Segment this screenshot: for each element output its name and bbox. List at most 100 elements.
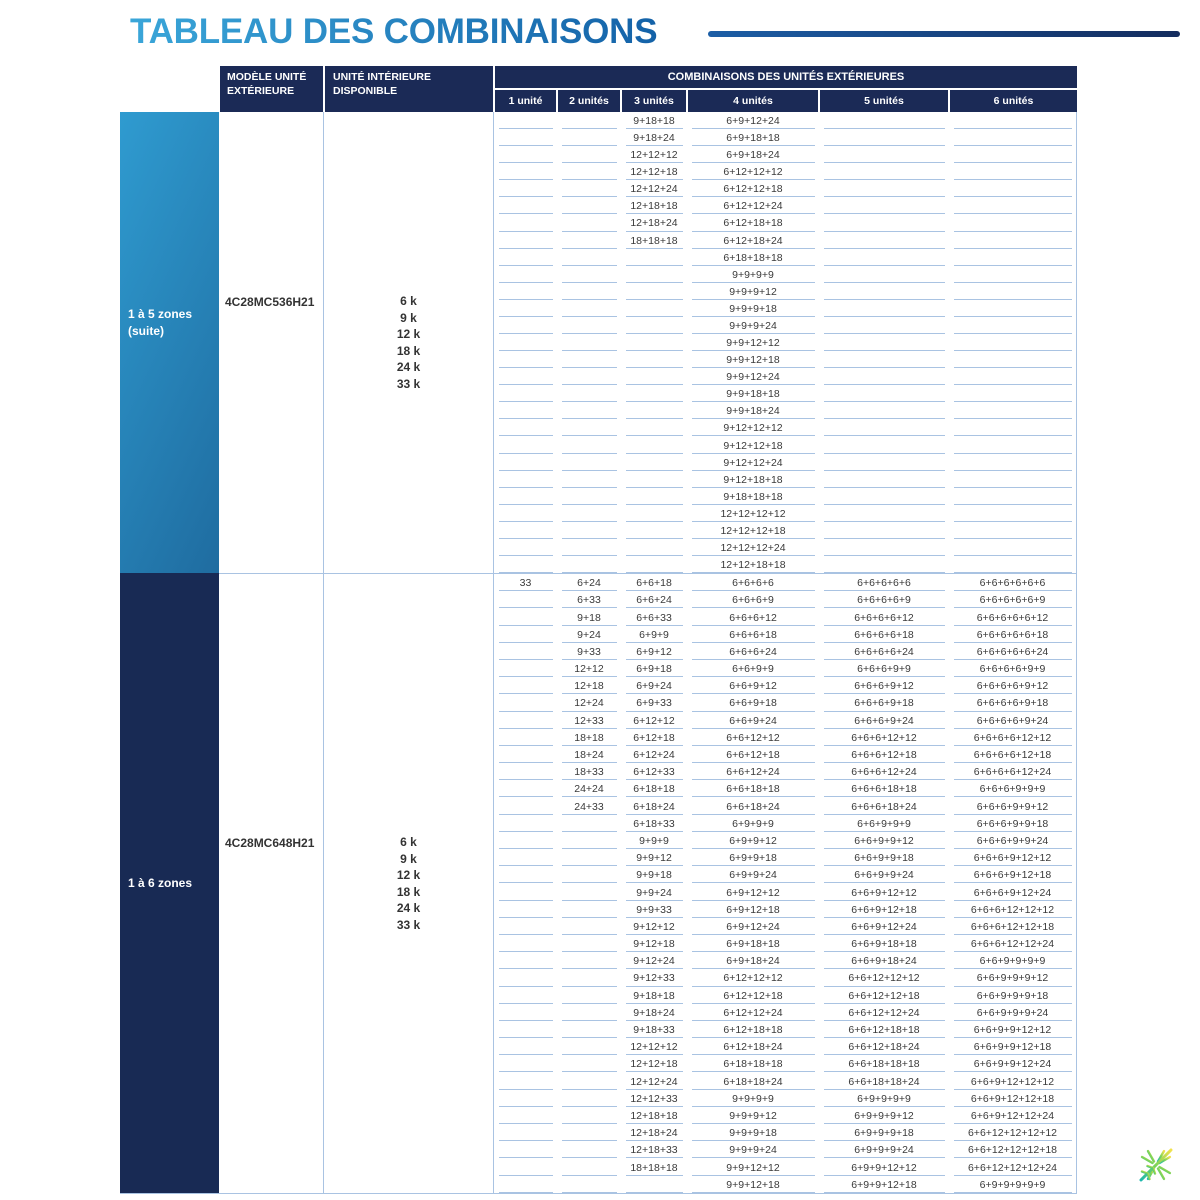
- combo-row: 9+9+18+24: [494, 402, 1076, 420]
- combo-cell: [494, 987, 557, 1004]
- combo-cell: 6+6+9+12+12+24: [949, 1107, 1076, 1124]
- combo-cell: [949, 266, 1076, 283]
- combo-cell: [949, 522, 1076, 539]
- combo-cell: [557, 112, 621, 130]
- table-section: 1 à 5 zones (suite) 4C28MC536H21 6 k 9 k 12 …: [120, 112, 1077, 574]
- combo-cell: 6+6+9+9+12+18: [949, 1038, 1076, 1056]
- combo-cell: 6+9+9: [621, 626, 687, 643]
- combo-cell: [819, 300, 949, 317]
- combo-cell: [557, 214, 621, 232]
- table-section: 1 à 6 zones 4C28MC648H21 6 k 9 k 12 k 18 k 24 …: [120, 573, 1077, 1193]
- combo-row: 9+24 6+9+9 6+6+6+18 6+6+6+6+18 6+6+6+6+6+18: [494, 626, 1076, 643]
- combo-cell: [557, 1072, 621, 1090]
- combo-cell: 9+9+9+12: [687, 283, 819, 300]
- combo-cell: [949, 232, 1076, 249]
- combo-cell: 9+9+12+12: [687, 1158, 819, 1176]
- combo-cell: [494, 249, 557, 266]
- combo-cell: 12+12+18: [621, 163, 687, 181]
- combo-cell: 6+6+6+24: [687, 643, 819, 660]
- combo-cell: 6+9+18+18: [687, 935, 819, 953]
- combo-cell: [819, 249, 949, 266]
- combo-cell: 6+9+18+18: [687, 129, 819, 147]
- combo-cell: [621, 522, 687, 539]
- combo-cell: [949, 163, 1076, 181]
- combo-cell: [557, 505, 621, 522]
- combo-cell: 6+9+12+24: [687, 112, 819, 130]
- combo-cell: 6+12+12: [621, 712, 687, 729]
- indoor-unit: 24 k: [396, 901, 421, 915]
- combo-cell: 6+6+9+9+9+24: [949, 1004, 1076, 1021]
- combo-cell: [494, 351, 557, 369]
- combo-cell: [494, 385, 557, 403]
- combo-cell: 6+6+6+18+24: [819, 797, 949, 815]
- combo-cell: [557, 849, 621, 867]
- combo-cell: 6+6+9+18: [687, 694, 819, 712]
- combo-cell: 6+12+12+18: [687, 987, 819, 1004]
- combo-cell: [949, 317, 1076, 335]
- combo-cell: 6+24: [557, 574, 621, 592]
- combo-cell: 9+24: [557, 626, 621, 643]
- zone-label: 1 à 5 zones (suite): [120, 112, 219, 573]
- combo-cell: [819, 214, 949, 232]
- zone-label: 1 à 6 zones: [120, 573, 219, 1193]
- combo-cell: [621, 317, 687, 335]
- combo-cell: 9+9+18+24: [687, 402, 819, 420]
- combo-cell: [494, 232, 557, 249]
- combo-cell: 6+9+33: [621, 694, 687, 712]
- combo-cell: [819, 334, 949, 352]
- combo-cell: [494, 969, 557, 987]
- indoor-unit: 12 k: [396, 327, 421, 341]
- combo-cell: [819, 368, 949, 386]
- combo-cell: [494, 780, 557, 798]
- header-indoor: UNITÉ INTÉRIEURE DISPONIBLE: [325, 66, 495, 112]
- combo-row: 9+9+33 6+9+12+18 6+6+9+12+18 6+6+6+12+12+12: [494, 901, 1076, 918]
- combo-cell: [819, 180, 949, 198]
- combo-cell: 6+9+12: [621, 643, 687, 660]
- indoor-unit: 33 k: [396, 917, 421, 932]
- combo-cell: 12+18+18: [621, 197, 687, 215]
- combo-cell: 12+12+18: [621, 1055, 687, 1073]
- combo-cell: 6+6+12+18+24: [819, 1038, 949, 1056]
- combo-cell: 6+6+6+6+12+24: [949, 763, 1076, 781]
- combo-row: 6+18+33 6+9+9+9 6+6+9+9+9 6+6+6+9+9+18: [494, 815, 1076, 832]
- combo-cell: 6+6+6+9+12: [819, 677, 949, 695]
- combo-cell: 6+6+6+6+6+18: [949, 626, 1076, 643]
- snowflake-logo: [1138, 1147, 1174, 1183]
- table-body: 1 à 5 zones (suite) 4C28MC536H21 6 k 9 k 12 …: [120, 112, 1077, 1194]
- combo-row: 12+12+18+18: [494, 556, 1076, 574]
- combo-cell: 9+18+18+18: [687, 488, 819, 505]
- table-header: MODÈLE UNITÉ EXTÉRIEURE UNITÉ INTÉRIEURE…: [220, 66, 1077, 112]
- combo-row: 9+9+12+12: [494, 334, 1076, 352]
- combo-cell: [557, 232, 621, 249]
- combinations-table: MODÈLE UNITÉ EXTÉRIEURE UNITÉ INTÉRIEURE…: [120, 66, 1077, 1194]
- combo-cell: [557, 969, 621, 987]
- combo-cell: 6+6+6+12+24: [819, 763, 949, 781]
- combo-cell: [621, 249, 687, 266]
- combo-cell: 6+9+12+24: [687, 918, 819, 935]
- combo-cell: [621, 266, 687, 283]
- combo-cell: [819, 112, 949, 130]
- combo-cell: [949, 539, 1076, 557]
- combo-cell: 9+9+12+18: [687, 351, 819, 369]
- combo-row: 18+18 6+12+18 6+6+12+12 6+6+6+12+12 6+6+6+6+…: [494, 729, 1076, 746]
- combo-cell: 6+6+6+6+6+6: [949, 574, 1076, 592]
- indoor-unit: 24 k: [396, 360, 421, 374]
- combo-cell: [949, 146, 1076, 164]
- combo-cell: 6+6+18+24: [687, 797, 819, 815]
- combo-cell: 6+12+18+24: [687, 1038, 819, 1056]
- combo-cell: 12+12+12+18: [687, 522, 819, 539]
- combo-cell: [494, 660, 557, 678]
- combo-cell: [494, 471, 557, 488]
- combo-cell: [949, 129, 1076, 147]
- combo-cell: [557, 402, 621, 420]
- combo-cell: 12+12+12: [621, 146, 687, 164]
- combo-row: 9+9+12+18 6+9+9+12+18 6+9+9+9+9+9: [494, 1176, 1076, 1193]
- combo-cell: 18+18: [557, 729, 621, 746]
- header-1-unit: 1 unité: [495, 90, 558, 112]
- combo-cell: [557, 1107, 621, 1124]
- combo-row: 9+18+33 6+12+18+18 6+6+12+18+18 6+6+9+9+12+…: [494, 1021, 1076, 1039]
- header-2-units: 2 unités: [558, 90, 622, 112]
- combo-cell: [494, 883, 557, 901]
- combo-cell: 24+24: [557, 780, 621, 798]
- combo-cell: 6+18+18+24: [687, 1072, 819, 1090]
